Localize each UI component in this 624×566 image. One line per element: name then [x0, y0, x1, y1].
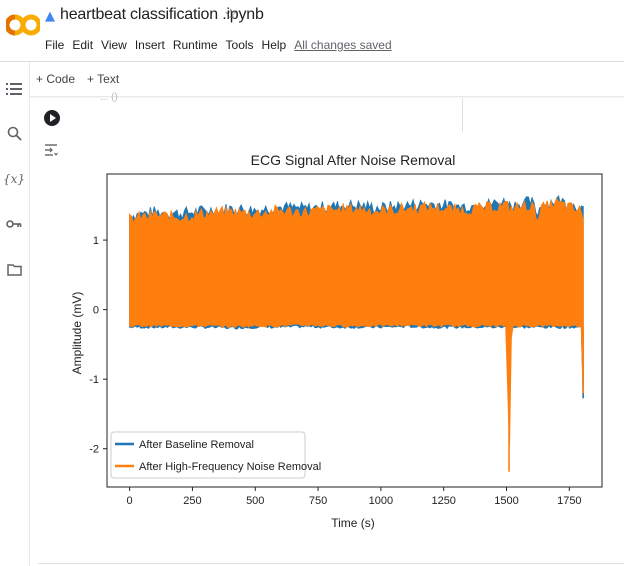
code-cell-editor[interactable]	[70, 98, 624, 132]
legend-label-baseline: After Baseline Removal	[139, 439, 254, 451]
x-tick-label: 250	[183, 495, 201, 507]
run-cell-button[interactable]	[44, 110, 60, 126]
series-baseline-removal	[129, 195, 584, 399]
menu-file[interactable]: File	[45, 38, 65, 52]
menu-runtime[interactable]: Runtime	[172, 38, 218, 52]
cell-divider	[462, 98, 463, 132]
code-fragment: ... ()	[100, 92, 118, 103]
axes-frame	[106, 173, 603, 488]
output-toggle-icon[interactable]	[44, 143, 58, 160]
menu-edit[interactable]: Edit	[72, 38, 94, 52]
y-tick-label: -2	[89, 444, 99, 456]
legend-label-highfreq: After High-Frequency Noise Removal	[139, 461, 321, 473]
y-tick-label: 1	[93, 235, 99, 247]
menu-bar: File Edit View Insert Runtime Tools Help…	[45, 38, 392, 52]
x-axis-label: Time (s)	[331, 516, 375, 530]
header-divider	[0, 61, 624, 62]
menu-help[interactable]: Help	[261, 38, 287, 52]
notebook-title[interactable]: heartbeat classification .ipynb	[60, 6, 264, 23]
add-code-cell-button[interactable]: + Code	[36, 72, 76, 86]
y-axis-label: Amplitude (mV)	[70, 292, 84, 375]
x-tick-label: 500	[246, 495, 264, 507]
x-tick-label: 0	[127, 495, 133, 507]
legend: After Baseline Removal After High-Freque…	[110, 431, 321, 479]
colab-logo	[6, 14, 40, 36]
x-tick-label: 1750	[557, 495, 581, 507]
cell-bottom-divider	[38, 563, 624, 564]
variables-icon[interactable]: {x}	[2, 172, 26, 186]
left-sidebar: {x}	[0, 62, 28, 566]
search-icon[interactable]	[5, 124, 23, 142]
menu-insert[interactable]: Insert	[134, 38, 165, 52]
add-text-cell-button[interactable]: + Text	[87, 72, 120, 86]
legend-box	[110, 431, 306, 479]
star-icon[interactable]: ☆	[224, 5, 238, 23]
x-tick-label: 1250	[431, 495, 455, 507]
menu-tools[interactable]: Tools	[225, 38, 254, 52]
sidebar-divider	[29, 62, 30, 566]
files-folder-icon[interactable]	[5, 260, 23, 278]
table-of-contents-icon[interactable]	[5, 80, 23, 98]
y-tick-label: -1	[89, 374, 99, 386]
x-tick-label: 1500	[494, 495, 518, 507]
secrets-key-icon[interactable]	[5, 215, 23, 233]
drive-icon[interactable]: ▲	[45, 9, 55, 24]
y-axis: -2 -1 0 1	[89, 235, 107, 456]
x-tick-label: 1000	[369, 495, 393, 507]
chart-title: ECG Signal After Noise Removal	[251, 152, 456, 168]
toolbar-shadow	[30, 96, 624, 98]
menu-view[interactable]: View	[101, 38, 127, 52]
plot-area	[129, 195, 584, 472]
series-highfreq-removal	[129, 197, 584, 447]
y-tick-label: 0	[93, 305, 99, 317]
save-status-link[interactable]: All changes saved	[294, 38, 392, 52]
x-axis: 0 250 500 750 1000 1250 1500 1750	[127, 487, 582, 507]
cell-toolbar: + Code + Text	[36, 72, 119, 86]
x-tick-label: 750	[309, 495, 327, 507]
